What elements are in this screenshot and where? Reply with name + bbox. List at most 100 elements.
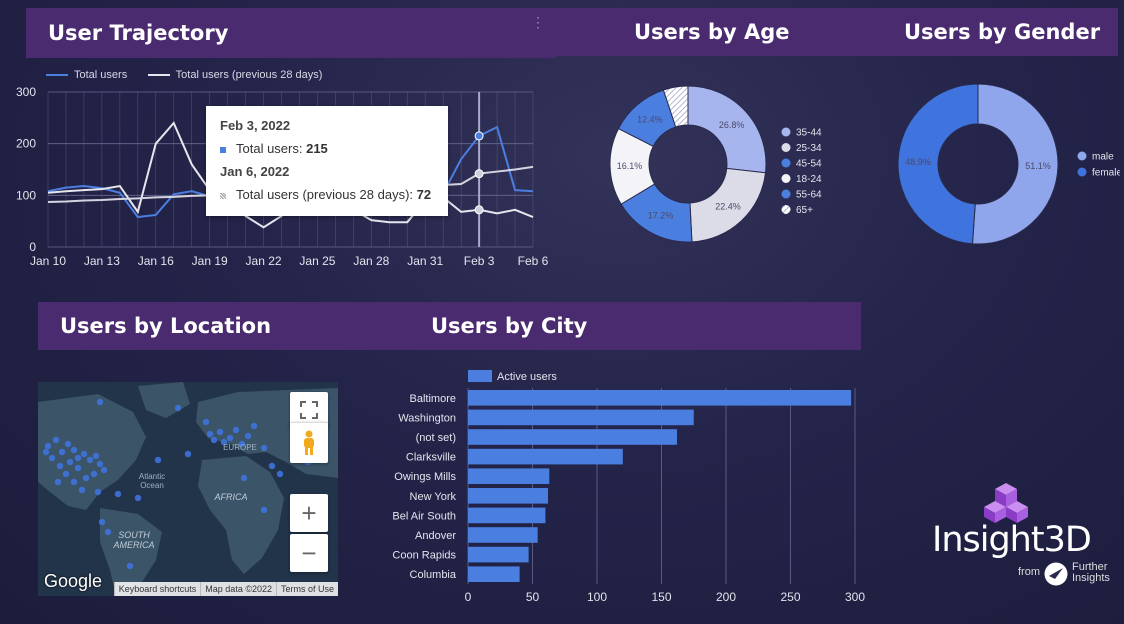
legend-swatch-55-64 [781, 189, 791, 199]
x-tick-label: Jan 16 [138, 254, 174, 268]
map-dot [206, 430, 214, 438]
map-footer: Keyboard shortcuts Map data ©2022 Terms … [113, 582, 338, 596]
legend-label-female: female [1092, 168, 1120, 179]
bar-new-york [468, 488, 548, 504]
x-tick-label: Jan 25 [299, 254, 335, 268]
legend-item-previous-users[interactable]: Total users (previous 28 days) [147, 69, 322, 81]
pegman-icon [304, 430, 314, 455]
slice-label-55-64: 12.4% [637, 115, 663, 125]
tooltip-swatch-previous [220, 192, 226, 199]
x-tick-label: Jan 13 [84, 254, 120, 268]
category-label-new-york: New York [410, 491, 457, 503]
map-dot [54, 478, 62, 486]
map-dot [94, 488, 102, 496]
x-tick-label: 200 [716, 590, 736, 604]
map-data-label: Map data ©2022 [200, 582, 276, 596]
tooltip-date-current: Feb 3, 2022 [220, 118, 291, 133]
brand-name: Insight3D [932, 520, 1092, 560]
slice-35-44 [687, 85, 767, 174]
slice-label-25-34: 22.4% [715, 202, 741, 212]
x-tick-label: Jan 10 [30, 254, 66, 268]
highlight-point-1 [474, 205, 484, 215]
brand-block: Insight3D from Further Insights [932, 482, 1110, 592]
legend-label-65: 65+ [796, 205, 813, 216]
legend-swatch-active-users [468, 370, 492, 382]
category-label-owings-mills: Owings Mills [394, 471, 456, 483]
tooltip-row-previous: Total users (previous 28 days): 72 [220, 187, 434, 202]
map-dot [202, 418, 210, 426]
legend-label-18-24: 18-24 [796, 174, 822, 185]
further-insights-logo-icon [1044, 562, 1068, 586]
category-label-columbia: Columbia [410, 569, 457, 581]
street-view-button[interactable] [290, 422, 328, 463]
map-dot [74, 464, 82, 472]
bar-coon-rapids [468, 546, 529, 563]
brand-from: from [1018, 566, 1040, 578]
location-city-header: Users by Location Users by City [38, 302, 861, 350]
map-dot [154, 456, 162, 464]
keyboard-shortcuts-link[interactable]: Keyboard shortcuts [113, 582, 201, 596]
map-dot [174, 404, 182, 412]
map-dot [44, 442, 52, 450]
map-dot [96, 398, 104, 406]
legend-swatch-45-54 [781, 158, 791, 168]
map-dot [62, 470, 70, 478]
x-tick-label: Jan 28 [353, 254, 389, 268]
slice-label-45-54: 17.2% [648, 211, 674, 221]
x-tick-label: Jan 22 [246, 254, 282, 268]
legend-swatch-total-users [46, 74, 68, 76]
city-bar-chart[interactable]: 0 50 100 150 200 250 300 Active users Baltimore W… [360, 362, 870, 610]
terms-of-use-link[interactable]: Terms of Use [275, 582, 338, 596]
map-dot [184, 450, 192, 458]
legend-label-active-users: Active users [497, 371, 557, 383]
y-tick-label: 0 [29, 240, 36, 254]
bar-baltimore [468, 390, 852, 406]
map-dot [260, 506, 268, 514]
age-donut-chart[interactable]: 26.8% 22.4% 17.2% 16.1% 12.4% 35-44 25-34 45-54… [600, 84, 840, 254]
map-dot [126, 562, 134, 570]
gender-donut-chart[interactable]: 51.1% 48.9% male female [890, 84, 1120, 254]
location-title: Users by Location [60, 314, 272, 338]
map-land-africa [198, 456, 284, 574]
legend-swatch-25-34 [781, 143, 791, 152]
map-dot [276, 470, 284, 478]
map-dot [238, 440, 246, 448]
legend-swatch-female [1077, 167, 1087, 177]
bar-washington [468, 409, 694, 426]
map-dot [96, 460, 104, 468]
tooltip-value-current: 215 [306, 141, 328, 156]
map-dot [216, 428, 224, 436]
legend-item-total-users[interactable]: Total users [46, 69, 127, 81]
legend-swatch-65 [781, 205, 791, 214]
slice-label-35-44: 26.8% [719, 120, 745, 130]
legend-label-35-44: 35-44 [796, 128, 822, 139]
category-label-washington: Washington [398, 412, 456, 424]
highlight-point-0 [474, 131, 484, 141]
age-title: Users by Age [634, 20, 790, 44]
map-dot [232, 426, 240, 434]
zoom-in-icon: + [301, 498, 317, 528]
city-title: Users by City [431, 314, 588, 338]
legend-swatch-previous-users [147, 74, 170, 76]
zoom-in-button[interactable]: + [290, 494, 328, 532]
category-label-andover: Andover [415, 530, 456, 542]
slice-male [971, 84, 1059, 245]
brand-company-line2: Insights [1072, 572, 1110, 584]
more-options-icon[interactable]: ⋮ [531, 14, 545, 30]
map-dot [82, 474, 90, 482]
legend-label-male: male [1092, 152, 1114, 163]
fullscreen-icon [300, 401, 318, 419]
trajectory-header: User Trajectory ⋮ [26, 8, 556, 58]
map-dot [64, 440, 72, 448]
category-label-baltimore: Baltimore [410, 393, 456, 405]
trajectory-legend: Total users Total users (previous 28 day… [46, 63, 338, 81]
google-logo[interactable]: Google [44, 571, 103, 591]
map-dot [250, 422, 258, 430]
map-dot [268, 462, 276, 470]
slice-female [897, 84, 979, 245]
tooltip-label-current: Total users: [236, 141, 307, 156]
zoom-out-button[interactable]: − [290, 534, 328, 572]
x-tick-label: 150 [651, 590, 671, 604]
trajectory-line-chart[interactable]: 0 100 200 300 Jan 10 Jan 13 Jan 16 Jan 19 Jan 22… [0, 80, 560, 275]
location-map[interactable]: Atlantic Ocean AFRICA SOUTH AMERICA EURO… [38, 382, 338, 596]
